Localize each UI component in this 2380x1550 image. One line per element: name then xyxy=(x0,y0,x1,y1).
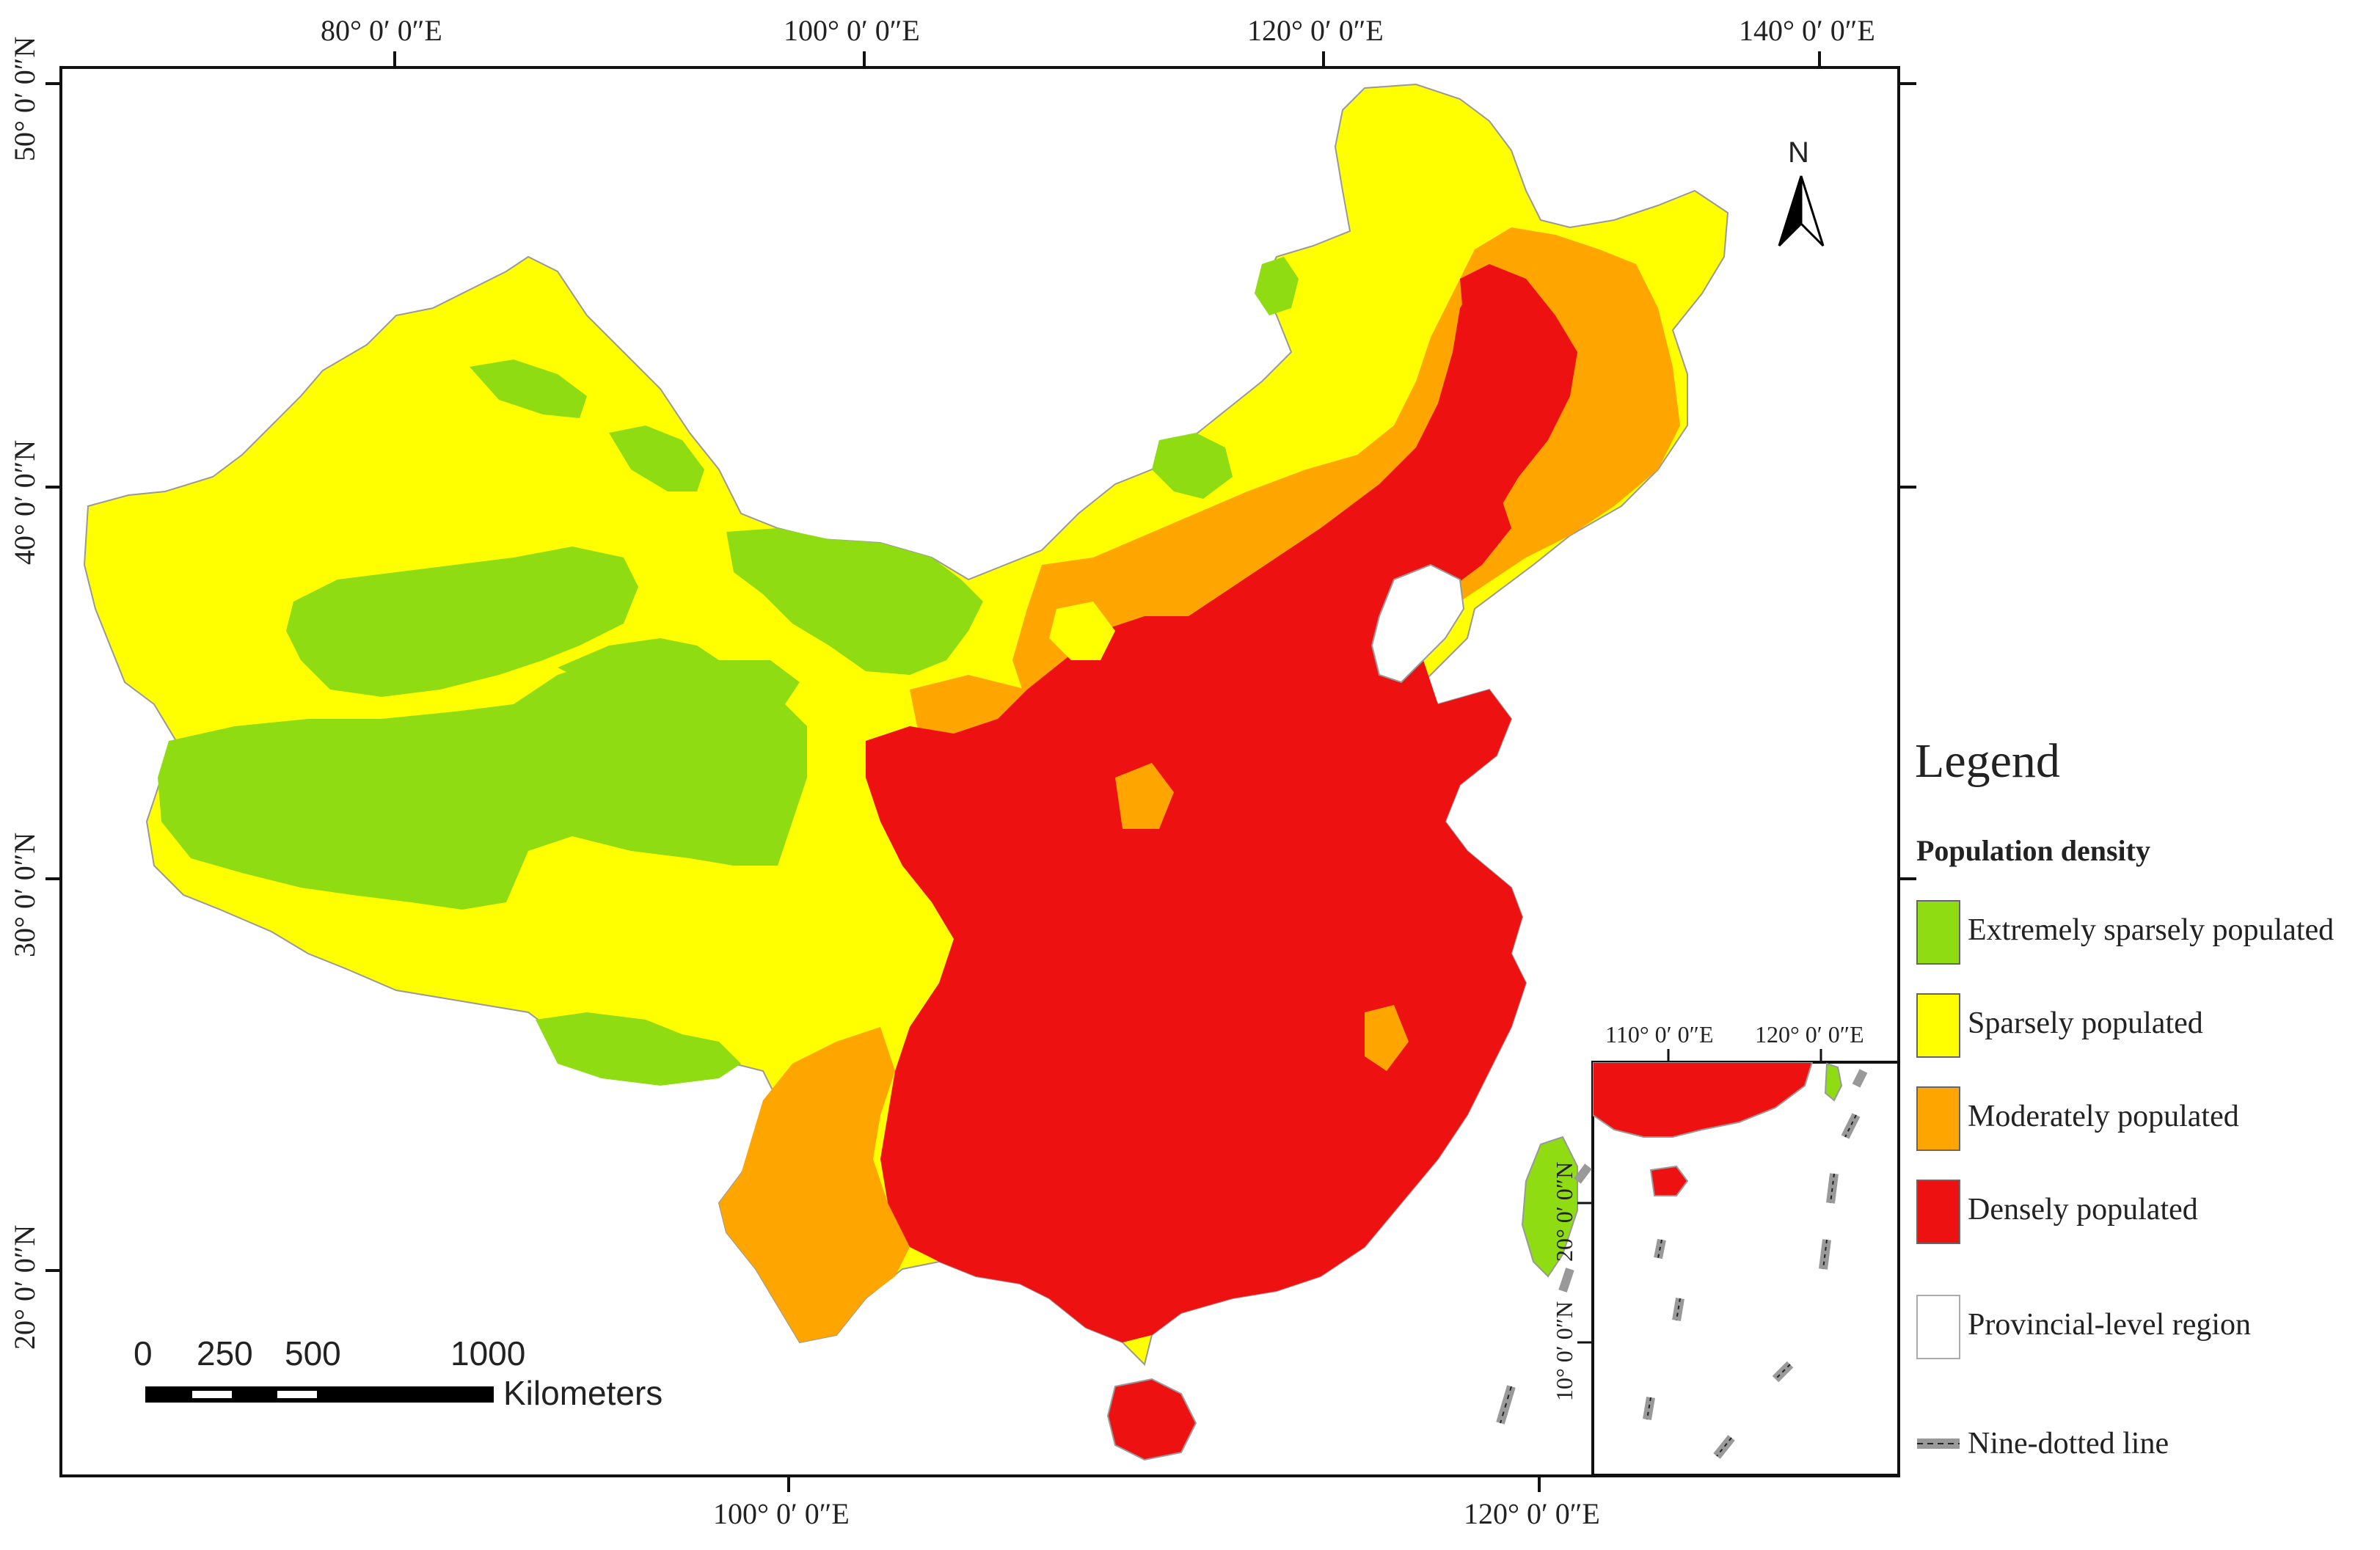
legend-label-moderate: Moderately populated xyxy=(1968,1100,2239,1133)
region-extremely-sparse-tarim xyxy=(286,546,638,697)
region-extremely-sparse-dzungaria xyxy=(470,359,587,418)
inset-lon-120: 120° 0′ 0″E xyxy=(1755,1021,1864,1048)
hainan-island xyxy=(1106,1378,1197,1461)
legend-swatch-sparse xyxy=(1916,993,1960,1058)
legend-swatch-extremely-sparse xyxy=(1916,900,1960,965)
graticule-ticks xyxy=(45,51,1916,1492)
inset-lat-20: 20° 0′ 0″N xyxy=(1551,1161,1577,1262)
region-moderate-southwest xyxy=(719,1027,910,1342)
region-extremely-sparse-tibet xyxy=(158,660,807,910)
region-extremely-sparse-qaidam xyxy=(558,638,800,704)
legend-label-dense: Densely populated xyxy=(1968,1193,2198,1227)
inset-taiwan xyxy=(1824,1062,1843,1102)
nine-dash-edge xyxy=(1558,1163,1592,1293)
lon-label-top-100: 100° 0′ 0″E xyxy=(784,14,920,47)
region-extremely-sparse-gobi xyxy=(609,425,704,491)
lon-label-top-140: 140° 0′ 0″E xyxy=(1739,14,1875,47)
scale-tick-0: 0 xyxy=(134,1334,153,1372)
lon-label-top-80: 80° 0′ 0″E xyxy=(321,14,442,47)
region-dense-east xyxy=(866,271,1555,1342)
region-extremely-sparse-alxa xyxy=(726,528,983,675)
legend-swatch-moderate xyxy=(1916,1086,1960,1151)
region-sparse-loess xyxy=(1049,602,1115,660)
inset-lon-110: 110° 0′ 0″E xyxy=(1605,1021,1714,1048)
lat-label-20: 20° 0′ 0″N xyxy=(8,1224,41,1350)
lon-label-bottom-120: 120° 0′ 0″E xyxy=(1464,1497,1600,1530)
inset-lat-10: 10° 0′ 0″N xyxy=(1551,1301,1577,1401)
scale-tick-250: 250 xyxy=(197,1334,253,1372)
region-extremely-sparse-hulunbuir xyxy=(1255,257,1299,315)
region-extremely-sparse-south-tibet xyxy=(536,1012,741,1086)
legend-label-nine-dotted: Nine-dotted line xyxy=(1968,1427,2169,1461)
legend-swatches xyxy=(1916,900,1960,1449)
legend-swatch-provincial xyxy=(1916,1295,1960,1359)
legend-title: Legend xyxy=(1915,734,2060,788)
lat-label-40: 40° 0′ 0″N xyxy=(8,439,41,565)
lon-label-top-120: 120° 0′ 0″E xyxy=(1247,14,1384,47)
region-extremely-sparse-xilin xyxy=(1152,433,1233,499)
inset-hainan xyxy=(1649,1165,1689,1196)
lon-label-bottom-100: 100° 0′ 0″E xyxy=(713,1497,850,1530)
bohai-sea xyxy=(1370,563,1465,684)
lat-label-50: 50° 0′ 0″N xyxy=(8,36,41,161)
scale-bar xyxy=(145,1386,494,1403)
north-arrow xyxy=(1778,175,1825,247)
region-moderate-jiangxi xyxy=(1365,1005,1409,1071)
north-arrow-label: N xyxy=(1788,136,1809,169)
inset-ticks xyxy=(1577,1049,1822,1344)
scale-tick-1000: 1000 xyxy=(450,1334,526,1372)
legend-subtitle: Population density xyxy=(1916,834,2150,867)
scale-tick-500: 500 xyxy=(285,1334,341,1372)
region-moderate-hubei-west xyxy=(1115,763,1174,829)
lat-label-30: 30° 0′ 0″N xyxy=(8,832,41,957)
inset-mainland xyxy=(1593,1062,1814,1138)
region-dense-northeast xyxy=(1445,264,1577,528)
legend-label-sparse: Sparsely populated xyxy=(1968,1006,2203,1040)
legend-swatch-dense xyxy=(1916,1180,1960,1244)
taiwan-island xyxy=(1521,1136,1578,1278)
scale-unit: Kilometers xyxy=(503,1374,663,1412)
legend-label-provincial: Provincial-level region xyxy=(1968,1308,2252,1342)
legend-label-extremely-sparse: Extremely sparsely populated xyxy=(1968,913,2335,947)
